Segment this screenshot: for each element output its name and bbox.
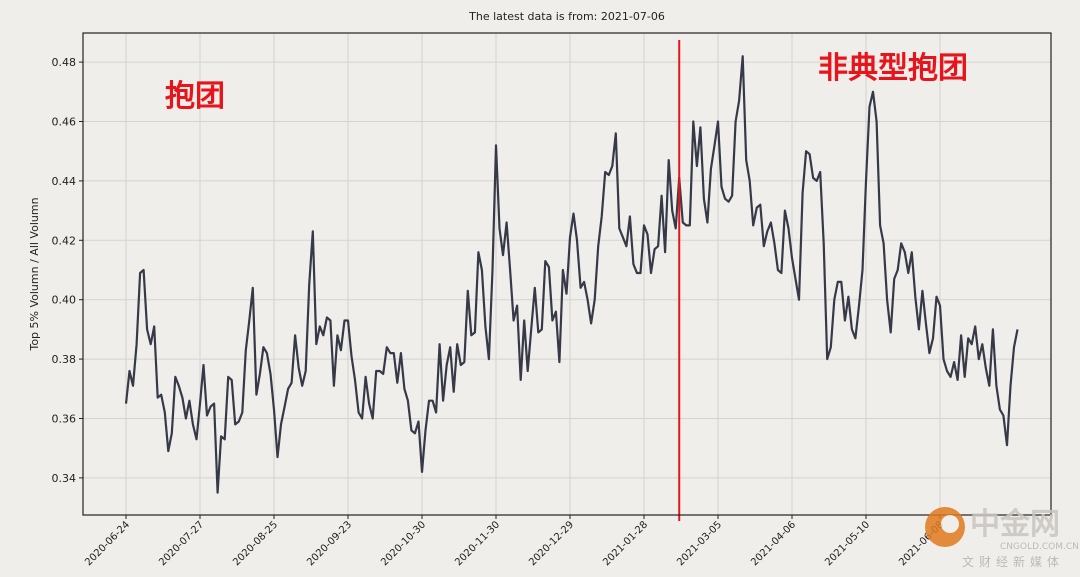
watermark-site: CNGOLD.COM.CN: [1000, 542, 1079, 552]
plot-frame: [82, 32, 1052, 516]
annotation: 抱团: [165, 79, 225, 114]
y-axis-label: Top 5% Volumn / All Volumn: [28, 197, 41, 351]
y-tick-label: 0.46: [52, 116, 77, 129]
y-tick-label: 0.42: [52, 234, 77, 247]
watermark: 中金网 CNGOLD.COM.CN 文财经新媒体: [925, 507, 1079, 569]
data-line: [124, 55, 1019, 494]
watermark-slogan: 文财经新媒体: [962, 554, 1064, 569]
annotation: 非典型抱团: [818, 51, 968, 86]
y-tick-label: 0.40: [52, 294, 77, 307]
y-tick-label: 0.34: [52, 472, 77, 485]
watermark-logo: [941, 515, 959, 533]
y-tick-label: 0.38: [52, 353, 77, 366]
y-tick-label: 0.48: [52, 56, 77, 69]
y-tick-label: 0.44: [52, 175, 77, 188]
watermark-name: 中金网: [970, 507, 1060, 542]
y-tick-label: 0.36: [52, 412, 77, 425]
chart-title: The latest data is from: 2021-07-06: [468, 10, 665, 23]
